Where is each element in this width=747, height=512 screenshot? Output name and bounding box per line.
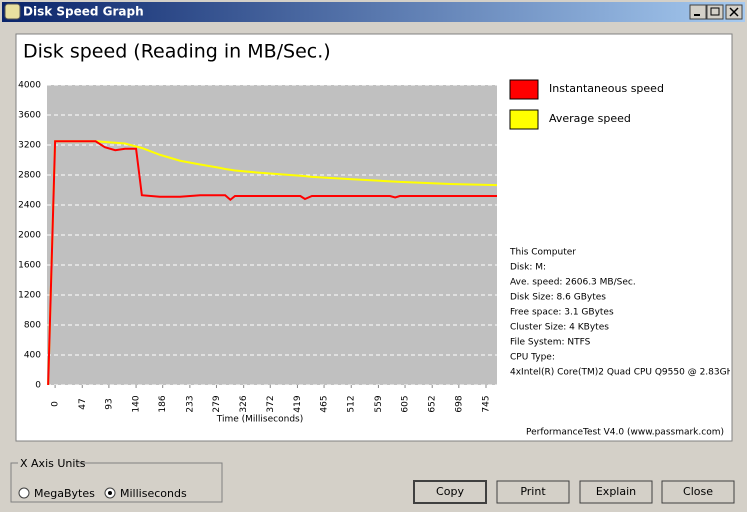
x-tick-label: 0 xyxy=(51,401,61,407)
info-line: File System: NTFS xyxy=(510,338,591,348)
x-axis-label: Time (Milliseconds) xyxy=(216,415,303,425)
y-tick-label: 2000 xyxy=(18,231,41,241)
window-controls xyxy=(689,4,743,20)
x-tick-label: 326 xyxy=(239,395,249,412)
info-line: 4xIntel(R) Core(TM)2 Quad CPU Q9550 @ 2.… xyxy=(510,368,738,378)
x-tick-label: 698 xyxy=(454,395,464,412)
button-label: Copy xyxy=(436,485,464,498)
y-tick-label: 0 xyxy=(35,381,41,391)
series-line xyxy=(47,140,497,386)
button[interactable] xyxy=(579,480,653,504)
legend-swatch xyxy=(509,79,539,100)
x-tick-label: 279 xyxy=(212,395,222,412)
minimize-button[interactable] xyxy=(689,4,707,20)
maximize-button[interactable] xyxy=(706,4,724,20)
info-line: Free space: 3.1 GBytes xyxy=(510,308,614,318)
y-tick-label: 800 xyxy=(24,321,41,331)
x-tick-label: 140 xyxy=(132,395,142,412)
y-tick-label: 3200 xyxy=(18,141,41,151)
x-tick-label: 605 xyxy=(401,395,411,412)
x-axis-units-group xyxy=(10,462,223,503)
button[interactable] xyxy=(661,480,735,504)
info-line: Cluster Size: 4 KBytes xyxy=(510,323,609,333)
legend-swatch xyxy=(509,109,539,130)
info-line: Disk: M: xyxy=(510,263,546,273)
y-tick-label: 2800 xyxy=(18,171,41,181)
x-tick-label: 652 xyxy=(428,395,438,412)
info-line: Ave. speed: 2606.3 MB/Sec. xyxy=(510,278,636,288)
footer: PerformanceTest V4.0 (www.passmark.com) xyxy=(526,428,724,438)
graph-content: Disk speed (Reading in MB/Sec.) Time (Mi… xyxy=(18,41,738,438)
x-tick-label: 559 xyxy=(374,395,384,412)
radio-button[interactable] xyxy=(18,487,30,499)
legend-label: Average speed xyxy=(549,112,631,125)
button[interactable] xyxy=(496,480,570,504)
x-tick-label: 465 xyxy=(320,395,330,412)
close-icon xyxy=(729,7,739,17)
group-title: X Axis Units xyxy=(20,457,86,470)
info-line: CPU Type: xyxy=(510,353,555,363)
window-title: Disk Speed Graph xyxy=(23,5,144,19)
group-title-bg xyxy=(18,458,78,468)
x-tick-label: 512 xyxy=(347,395,357,412)
x-tick-label: 233 xyxy=(185,395,195,412)
x-tick-label: 186 xyxy=(158,395,168,412)
legend-label: Instantaneous speed xyxy=(549,82,664,95)
y-tick-label: 400 xyxy=(24,351,41,361)
radio-label: MegaBytes xyxy=(34,487,95,500)
y-tick-label: 2400 xyxy=(18,201,41,211)
y-tick-label: 1600 xyxy=(18,261,41,271)
button-label: Explain xyxy=(596,485,636,498)
x-tick-label: 419 xyxy=(293,395,303,412)
series-line xyxy=(47,140,498,386)
title-bar xyxy=(2,2,745,22)
x-tick-label: 372 xyxy=(266,395,276,412)
radio-label: Milliseconds xyxy=(120,487,187,500)
maximize-icon xyxy=(710,7,720,16)
y-tick-label: 4000 xyxy=(18,81,41,91)
info-line: This Computer xyxy=(509,248,576,258)
chart-title: Disk speed (Reading in MB/Sec.) xyxy=(23,41,331,63)
button-label: Close xyxy=(683,485,713,498)
x-tick-label: 93 xyxy=(104,398,114,409)
button[interactable] xyxy=(413,480,487,504)
y-tick-label: 3600 xyxy=(18,111,41,121)
x-tick-label: 47 xyxy=(78,398,88,409)
x-tick-label: 745 xyxy=(482,395,492,412)
radio-dot xyxy=(108,491,112,495)
app-icon xyxy=(4,3,21,20)
info-line: Disk Size: 8.6 GBytes xyxy=(510,293,606,303)
y-tick-label: 1200 xyxy=(18,291,41,301)
button-label: Print xyxy=(520,485,546,498)
